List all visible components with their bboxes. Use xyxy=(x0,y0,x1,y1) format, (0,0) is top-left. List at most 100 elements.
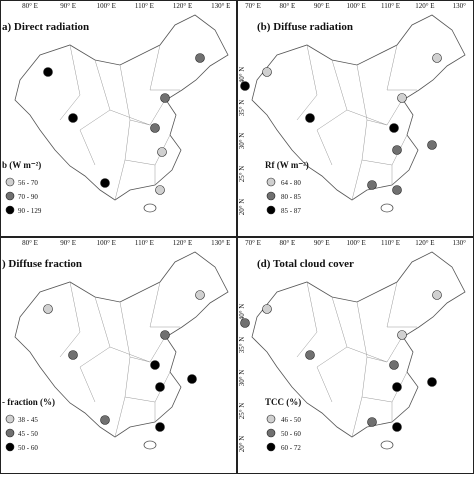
map-panel: 80° E 90° E 100° E 110° E 120° E 130° E) Diff… xyxy=(0,237,237,474)
station-marker xyxy=(68,113,78,123)
y-tick-label: 40° N xyxy=(238,67,246,84)
station-marker xyxy=(392,185,402,195)
country-outline xyxy=(14,251,229,438)
legend-label: 80 - 85 xyxy=(281,193,301,201)
legend-label: 85 - 87 xyxy=(281,207,301,215)
legend-marker xyxy=(5,428,15,438)
station-marker xyxy=(68,350,78,360)
legend-marker xyxy=(5,205,15,215)
station-marker xyxy=(150,123,160,133)
station-marker xyxy=(155,422,165,432)
station-marker xyxy=(262,304,272,314)
x-tick-label: 100° E xyxy=(346,239,365,247)
station-marker xyxy=(240,318,250,328)
panel-title: ) Diffuse fraction xyxy=(2,258,82,270)
station-marker xyxy=(100,415,110,425)
station-marker xyxy=(155,382,165,392)
station-marker xyxy=(187,374,197,384)
y-tick-label: 25° N xyxy=(238,166,246,183)
x-tick-label: 130° xyxy=(453,2,467,10)
station-marker xyxy=(155,185,165,195)
station-marker xyxy=(305,350,315,360)
y-tick-label: 25° N xyxy=(238,403,246,420)
x-tick-label: 120° E xyxy=(415,2,434,10)
x-tick-label: 90° E xyxy=(314,2,330,10)
panel-title: (d) Total cloud cover xyxy=(257,258,354,270)
legend-label: 90 - 129 xyxy=(18,207,42,215)
station-marker xyxy=(43,67,53,77)
station-marker xyxy=(432,53,442,63)
x-tick-label: 120° E xyxy=(415,239,434,247)
hainan xyxy=(143,440,157,450)
x-tick-label: 130° E xyxy=(211,239,230,247)
legend-label: 50 - 60 xyxy=(281,430,301,438)
legend-marker xyxy=(5,414,15,424)
station-marker xyxy=(43,304,53,314)
y-tick-label: 40° N xyxy=(238,304,246,321)
x-tick-label: 110° E xyxy=(381,239,400,247)
province-borders xyxy=(59,44,180,201)
legend-marker xyxy=(266,414,276,424)
station-marker xyxy=(150,360,160,370)
province-borders xyxy=(296,44,417,201)
legend-marker xyxy=(266,428,276,438)
station-marker xyxy=(432,290,442,300)
panel-title: (b) Diffuse radiation xyxy=(257,21,353,33)
panel-title: a) Direct radiation xyxy=(2,21,89,33)
station-marker xyxy=(195,290,205,300)
legend-label: 50 - 60 xyxy=(18,444,38,452)
legend-marker xyxy=(266,205,276,215)
station-marker xyxy=(367,180,377,190)
legend-marker xyxy=(5,191,15,201)
x-tick-label: 90° E xyxy=(60,2,76,10)
legend-marker xyxy=(5,442,15,452)
map-panel: 70° E 80° E 90° E 100° E 110° E 120° E 130° 40°… xyxy=(237,0,474,237)
legend-label: 64 - 80 xyxy=(281,179,301,187)
country-outline xyxy=(14,14,229,201)
legend-marker xyxy=(266,191,276,201)
country-outline xyxy=(251,251,466,438)
legend-title: Rf (W m⁻²) xyxy=(265,160,309,170)
station-marker xyxy=(367,417,377,427)
station-marker xyxy=(397,330,407,340)
station-marker xyxy=(305,113,315,123)
legend-marker xyxy=(266,177,276,187)
x-tick-label: 130° E xyxy=(211,2,230,10)
station-marker xyxy=(160,330,170,340)
station-marker xyxy=(389,123,399,133)
legend-label: 38 - 45 xyxy=(18,416,38,424)
hainan xyxy=(380,203,394,213)
x-tick-label: 100° E xyxy=(97,2,116,10)
station-marker xyxy=(427,140,437,150)
province-borders xyxy=(296,281,417,438)
station-marker xyxy=(157,147,167,157)
station-marker xyxy=(195,53,205,63)
station-marker xyxy=(240,81,250,91)
x-tick-label: 100° E xyxy=(97,239,116,247)
station-marker xyxy=(392,145,402,155)
legend-title: b (W m⁻²) xyxy=(2,160,41,170)
y-tick-label: 35° N xyxy=(238,337,246,354)
legend-label: 56 - 70 xyxy=(18,179,38,187)
x-tick-label: 110° E xyxy=(135,239,154,247)
station-marker xyxy=(262,67,272,77)
x-tick-label: 80° E xyxy=(279,239,295,247)
x-tick-label: 110° E xyxy=(381,2,400,10)
legend-label: 45 - 50 xyxy=(18,430,38,438)
x-tick-label: 120° E xyxy=(173,2,192,10)
y-tick-label: 30° N xyxy=(238,133,246,150)
legend-marker xyxy=(5,177,15,187)
x-tick-label: 110° E xyxy=(135,2,154,10)
y-tick-label: 20° N xyxy=(238,199,246,216)
map-panel: 80° E 90° E 100° E 110° E 120° E 130° E a) Dir… xyxy=(0,0,237,237)
legend-title: - fraction (%) xyxy=(2,397,55,407)
x-tick-label: 70° E xyxy=(245,239,261,247)
y-tick-label: 20° N xyxy=(238,436,246,453)
x-tick-label: 130° xyxy=(453,239,467,247)
panel-frame xyxy=(0,0,237,237)
legend-label: 46 - 50 xyxy=(281,416,301,424)
hainan xyxy=(143,203,157,213)
station-marker xyxy=(389,360,399,370)
hainan xyxy=(380,440,394,450)
